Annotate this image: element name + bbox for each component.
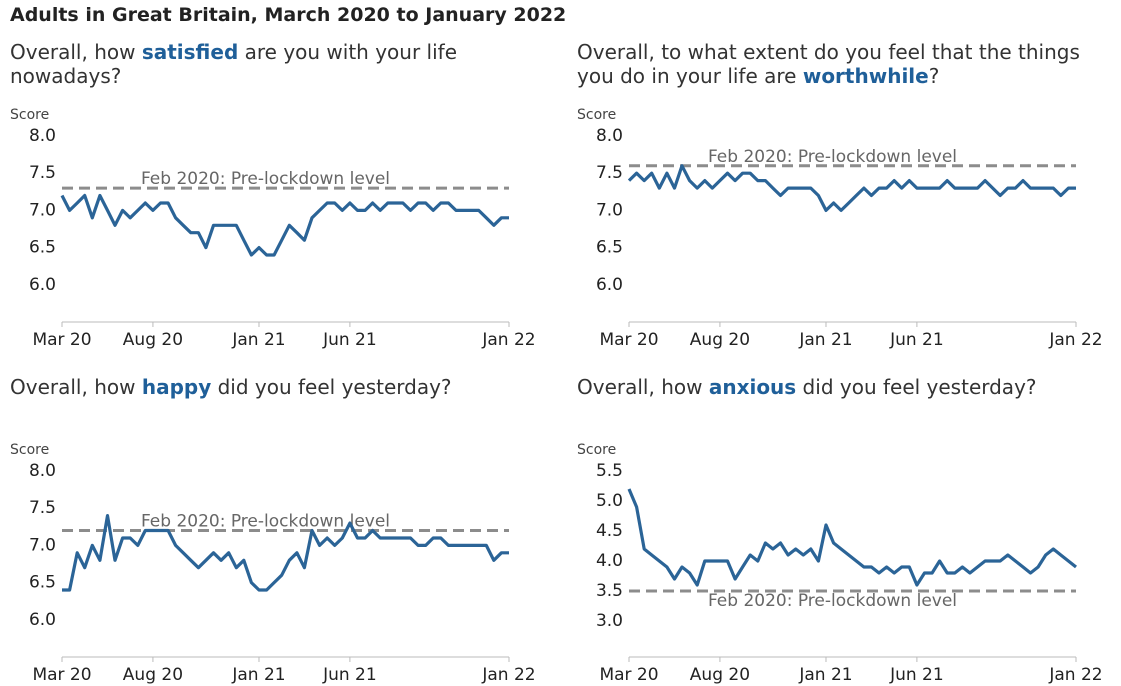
question-text: are you with your life nowadays? xyxy=(10,40,458,88)
reference-label: Feb 2020: Pre-lockdown level xyxy=(141,169,390,189)
question-text: Overall, how xyxy=(577,375,709,399)
y-tick-label: 8.0 xyxy=(29,461,56,481)
question: Overall, how happy did you feel yesterda… xyxy=(10,375,550,399)
x-tick-label: Jan 22 xyxy=(1048,330,1102,350)
x-tick-label: Jan 21 xyxy=(231,330,285,350)
x-tick-label: Jan 22 xyxy=(481,665,535,685)
x-tick-label: Jun 21 xyxy=(322,330,377,350)
x-tick-label: Aug 20 xyxy=(123,330,183,350)
question-text: Overall, how xyxy=(10,40,142,64)
y-tick-label: 8.0 xyxy=(29,126,56,146)
x-tick-label: Aug 20 xyxy=(690,665,750,685)
x-tick-label: Jan 21 xyxy=(231,665,285,685)
x-tick-label: Mar 20 xyxy=(32,665,91,685)
x-tick-label: Jun 21 xyxy=(322,665,377,685)
y-axis-label: Score xyxy=(577,442,616,458)
x-tick-label: Jun 21 xyxy=(889,330,944,350)
data-line xyxy=(627,164,1076,212)
question: Overall, to what extent do you feel that… xyxy=(577,40,1117,88)
y-tick-label: 7.5 xyxy=(29,163,56,183)
data-line xyxy=(60,193,509,257)
question-text: did you feel yesterday? xyxy=(796,375,1037,399)
y-tick-label: 6.0 xyxy=(596,275,623,295)
y-tick-label: 4.5 xyxy=(596,521,623,541)
y-tick-label: 6.0 xyxy=(29,610,56,630)
question: Overall, how anxious did you feel yester… xyxy=(577,375,1117,399)
y-tick-label: 7.0 xyxy=(29,200,56,220)
reference-label: Feb 2020: Pre-lockdown level xyxy=(708,591,957,611)
y-axis-label: Score xyxy=(10,442,49,458)
x-tick-label: Aug 20 xyxy=(690,330,750,350)
question-highlight: worthwhile xyxy=(802,64,929,88)
y-tick-label: 6.5 xyxy=(29,238,56,258)
x-tick-label: Mar 20 xyxy=(599,665,658,685)
y-tick-label: 7.0 xyxy=(29,535,56,555)
y-tick-label: 6.0 xyxy=(29,275,56,295)
y-tick-label: 6.5 xyxy=(29,573,56,593)
x-tick-label: Mar 20 xyxy=(32,330,91,350)
x-tick-label: Jan 22 xyxy=(481,330,535,350)
reference-label: Feb 2020: Pre-lockdown level xyxy=(708,147,957,167)
x-tick-label: Jun 21 xyxy=(889,665,944,685)
y-tick-label: 4.0 xyxy=(596,551,623,571)
y-axis-label: Score xyxy=(10,107,49,123)
question-text: did you feel yesterday? xyxy=(211,375,452,399)
y-tick-label: 5.5 xyxy=(596,461,623,481)
y-tick-label: 5.0 xyxy=(596,491,623,511)
page-title: Adults in Great Britain, March 2020 to J… xyxy=(10,4,567,26)
x-tick-label: Jan 21 xyxy=(798,330,852,350)
data-line xyxy=(627,488,1077,587)
x-tick-label: Jan 22 xyxy=(1048,665,1102,685)
x-tick-label: Mar 20 xyxy=(599,330,658,350)
y-tick-label: 6.5 xyxy=(596,238,623,258)
y-tick-label: 3.5 xyxy=(596,581,623,601)
question-highlight: anxious xyxy=(708,375,797,399)
y-tick-label: 7.5 xyxy=(29,498,56,518)
x-tick-label: Aug 20 xyxy=(123,665,183,685)
question-highlight: happy xyxy=(141,375,212,399)
y-tick-label: 3.0 xyxy=(596,611,623,631)
y-tick-label: 8.0 xyxy=(596,126,623,146)
question-text: Overall, to what extent do you feel that… xyxy=(577,40,1080,88)
y-tick-label: 7.0 xyxy=(596,200,623,220)
question-highlight: satisfied xyxy=(141,40,239,64)
question-text: Overall, how xyxy=(10,375,142,399)
reference-label: Feb 2020: Pre-lockdown level xyxy=(141,512,390,532)
question-text: ? xyxy=(928,64,940,88)
y-axis-label: Score xyxy=(577,107,616,123)
x-tick-label: Jan 21 xyxy=(798,665,852,685)
y-tick-label: 7.5 xyxy=(596,163,623,183)
data-line xyxy=(62,514,509,592)
question: Overall, how satisfied are you with your… xyxy=(10,40,550,88)
